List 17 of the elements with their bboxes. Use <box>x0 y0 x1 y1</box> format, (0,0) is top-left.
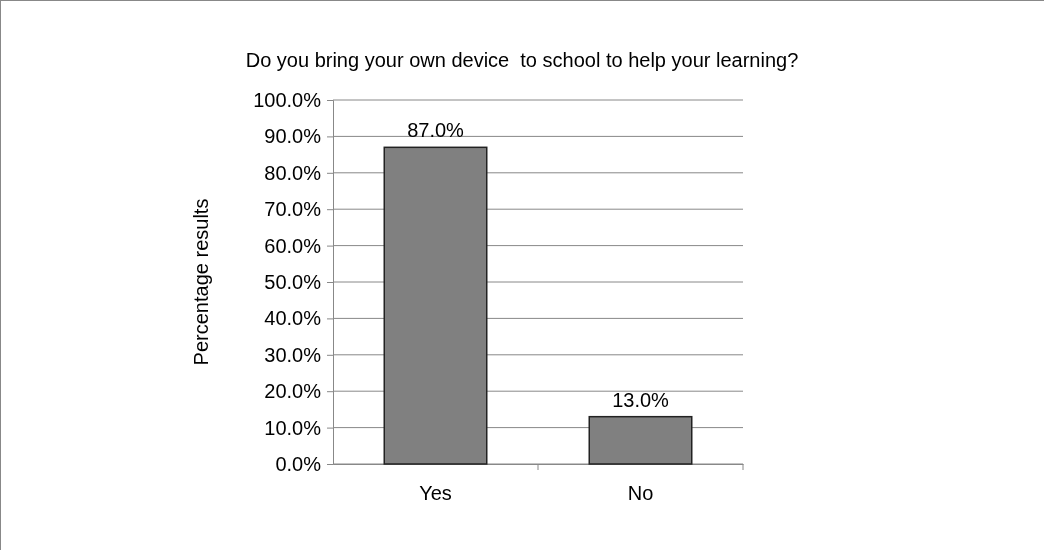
x-tick-label: No <box>627 482 654 505</box>
y-tick-label: 0.0% <box>275 452 322 475</box>
y-tick-label: 60.0% <box>264 234 322 257</box>
y-tick-label: 50.0% <box>264 270 322 293</box>
y-tick-label: 90.0% <box>264 125 322 148</box>
y-tick-label: 30.0% <box>264 343 322 366</box>
y-axis-title: Percentage results <box>190 198 212 366</box>
y-tick-label: 40.0% <box>264 307 322 330</box>
y-tick-label: 10.0% <box>264 416 322 439</box>
y-tick-label: 70.0% <box>264 198 322 221</box>
y-tick-label: 100.0% <box>253 88 322 111</box>
data-label: 87.0% <box>407 119 465 142</box>
y-tick-label: 80.0% <box>264 161 322 184</box>
y-tick-label: 20.0% <box>264 380 322 403</box>
data-label: 13.0% <box>612 388 670 411</box>
x-tick-label: Yes <box>419 482 452 505</box>
chart-title: Do you bring your own device to school to help your learning? <box>245 49 799 71</box>
